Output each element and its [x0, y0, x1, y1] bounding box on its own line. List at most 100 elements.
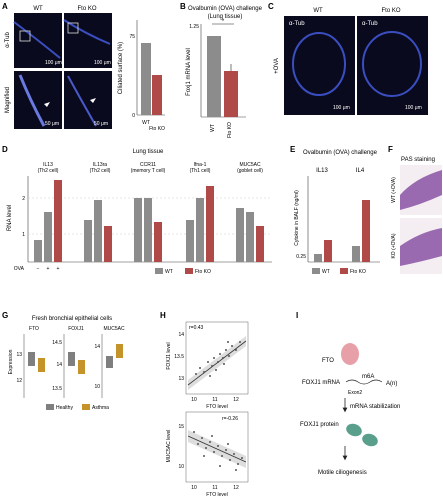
ova-sign: − [37, 266, 40, 272]
bar-group [34, 180, 62, 262]
epithelium-signal [63, 19, 111, 45]
bar [84, 220, 92, 262]
group-label: IL4 [356, 168, 365, 174]
correlation-label: r=0.43 [189, 325, 204, 331]
cilia-signal [67, 75, 97, 127]
y-tick-label: 10 [178, 464, 184, 470]
panel-i: I FTO m6A FOXJ1 mRNA A(n) Exon2 mRNA sta… [296, 311, 400, 476]
legend-wt: WT [322, 269, 330, 275]
y-tick-label: 14 [56, 362, 62, 368]
mrna-strand [345, 379, 383, 385]
panel-c: C WT Fto KO +OVA α-Tub 100 μm α-Tub 100 … [268, 2, 428, 115]
panel-d-title: Lung tissue [133, 149, 164, 155]
bar-ko [152, 75, 162, 115]
panel-g: G Fresh bronchial epithelial cells Expre… [2, 311, 125, 411]
x-tick-label: WT [142, 120, 150, 126]
bar-group [236, 208, 264, 262]
group-label: MUC5AC [239, 162, 261, 168]
panel-f-title: PAS staining [401, 157, 435, 163]
legend-asthma: Asthma [92, 405, 109, 411]
y-axis-label: MUC5AC level [166, 430, 172, 463]
airway-outline [362, 31, 422, 97]
stain-label: α-Tub [289, 21, 305, 27]
group-sub: (Th1 cell) [190, 168, 211, 174]
legend-swatch-wt [155, 268, 163, 274]
box-healthy [68, 352, 75, 366]
legend-healthy: Healthy [56, 405, 73, 411]
foxj1-protein-shape [346, 423, 362, 437]
legend-ko: Fto KO [195, 269, 211, 275]
row-label: KO (+OVA) [391, 233, 397, 258]
scale-bar-text: 100 μm [94, 60, 111, 66]
y-tick-label: 10 [94, 384, 100, 390]
panel-h: H FOXJ1 level 14 13.5 13 10 11 12 FTO le… [160, 311, 249, 498]
panel-c-col-ko: Fto KO [381, 8, 400, 14]
x-tick-label: 12 [233, 485, 239, 491]
outcome-label: Motile ciliogenesis [318, 470, 367, 476]
bar [206, 186, 214, 262]
y-tick-label: 13 [178, 376, 184, 382]
ova-sign: + [57, 266, 60, 272]
regression-line [187, 340, 247, 386]
airway-outline [292, 32, 346, 96]
y-tick-label: 14.5 [52, 340, 62, 346]
y-tick-label: 0.25 [296, 254, 306, 260]
y-tick-label: 1 [22, 232, 25, 238]
protein-label: FOXJ1 protein [300, 422, 339, 428]
x-tick-label: Fto KO [149, 126, 165, 132]
scatter-points [195, 341, 241, 377]
legend-ko: Fto KO [350, 269, 366, 275]
gene-label: FOXJ1 [68, 326, 84, 332]
x-tick-label: Fto KO [227, 122, 233, 138]
y-tick-label: 15 [178, 424, 184, 430]
bar-group [186, 186, 214, 262]
group-label: IL13ra [93, 162, 107, 168]
panel-e: E Ovalbumin (OVA) challenge Cytokine in … [290, 145, 380, 275]
y-tick-label: 14 [178, 332, 184, 338]
bar [154, 222, 162, 262]
panel-a-letter: A [2, 2, 8, 11]
legend-swatch-ko [340, 268, 348, 274]
gene-label: MUC5AC [103, 326, 125, 332]
y-tick-label: 14 [94, 344, 100, 350]
legend-swatch-ko [185, 268, 193, 274]
scale-bar-text: 50 μm [45, 121, 59, 127]
bar [186, 220, 194, 262]
y-tick-label: 75 [129, 34, 135, 40]
panel-a-row-top: α-Tub [5, 32, 11, 48]
panel-a-col-ko: Fto KO [77, 6, 96, 12]
bar [134, 198, 142, 262]
x-tick-label: 11 [212, 485, 217, 491]
panel-b: B Ovalbumin (OVA) challenge (Lung tissue… [180, 2, 263, 138]
group-sub: (goblet cell) [237, 168, 263, 174]
significance-marker: * [222, 19, 225, 25]
legend-swatch-asthma [82, 404, 90, 410]
m6a-label: m6A [362, 374, 374, 380]
y-axis-label: Foxj1 mRNA level [186, 48, 192, 96]
polya-tail: A(n) [386, 381, 397, 387]
scale-bar-text: 100 μm [405, 105, 422, 111]
x-tick-label: 10 [191, 485, 197, 491]
y-axis-label: Ciliated surface (%) [118, 42, 124, 94]
bar [324, 240, 332, 262]
group-sub: (Th2 cell) [90, 168, 111, 174]
panel-i-letter: I [296, 311, 298, 320]
x-axis-label: FTO level [206, 404, 228, 410]
panel-d-letter: D [2, 145, 8, 154]
box-asthma [116, 344, 123, 358]
scale-bar-text: 100 μm [333, 105, 350, 111]
box-healthy [28, 352, 35, 366]
panel-c-col-wt: WT [313, 8, 323, 14]
panel-d: D Lung tissue RNA level IL13 (Th2 cell) … [2, 145, 272, 275]
y-axis-label: RNA level [7, 205, 13, 231]
y-tick-label: 13.5 [52, 386, 62, 392]
bar [314, 254, 322, 262]
scale-bar-text: 50 μm [94, 121, 108, 127]
legend-wt: WT [165, 269, 173, 275]
panel-f-letter: F [388, 145, 393, 154]
group-label: Ifna-1 [194, 162, 207, 168]
y-axis-label: FOXJ1 level [166, 342, 172, 369]
panel-a: A WT Fto KO α-Tub Magnified 100 μm 100 μ… [2, 2, 165, 132]
tissue [400, 228, 442, 266]
